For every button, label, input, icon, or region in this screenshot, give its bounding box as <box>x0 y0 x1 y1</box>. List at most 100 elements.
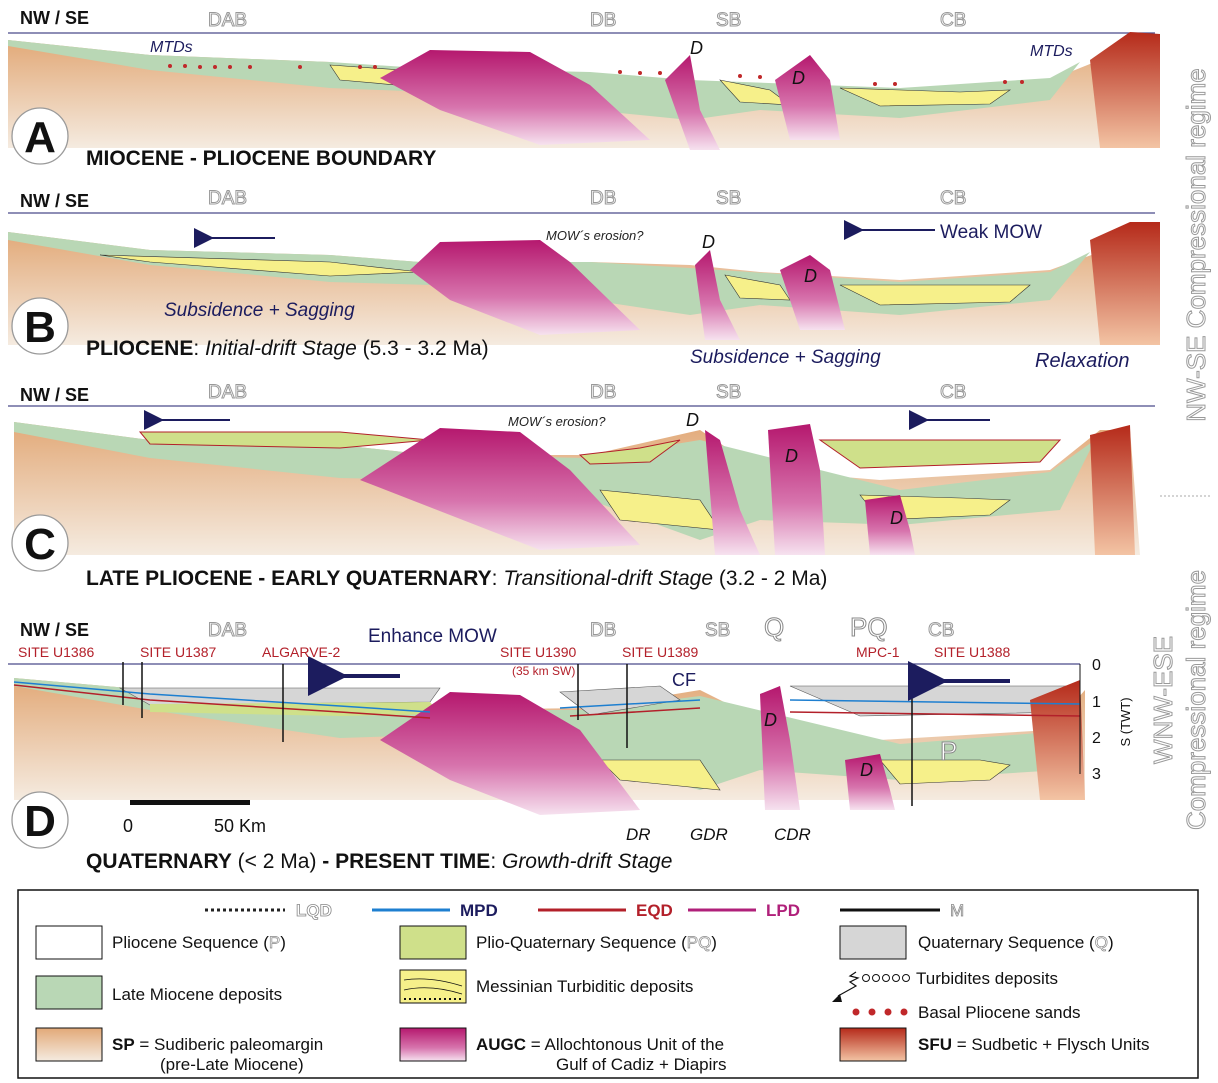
site-label: SITE U1388 <box>934 644 1010 660</box>
diapir-label: D <box>785 446 798 466</box>
diapir-label: D <box>702 232 715 252</box>
legend-label-pq: Plio-Quaternary Sequence (PQ) <box>476 933 717 952</box>
subsidence-label: Subsidence + Sagging <box>164 300 355 321</box>
basin-label-dab: DAB <box>208 10 247 31</box>
panel-c: C NW / SE DAB DB SB CB MOW´s erosion? D … <box>8 382 1155 590</box>
panel-title: LATE PLIOCENE - EARLY QUATERNARY: Transi… <box>86 567 827 590</box>
diapir <box>705 430 760 555</box>
basin-label-db: DB <box>590 620 616 641</box>
site-label: SITE U1386 <box>18 644 94 660</box>
diapir <box>768 424 825 555</box>
orientation-label: NW / SE <box>20 385 89 405</box>
diapir-label: D <box>890 508 903 528</box>
diapir <box>760 686 800 810</box>
turbidite-circles-icon <box>862 974 910 982</box>
panel-letter: D <box>24 797 56 846</box>
panel-letter-badge <box>11 107 69 165</box>
legend-label-quaternary: Quaternary Sequence (Q) <box>918 933 1114 952</box>
legend-line-label: M <box>950 901 964 920</box>
diapir <box>775 55 840 140</box>
legend-swatch-quaternary <box>839 925 907 960</box>
mpd-horizon <box>13 681 1081 713</box>
basin-label-db: DB <box>590 10 616 31</box>
basin-label-cb: CB <box>928 620 954 641</box>
basin-label-sb: SB <box>716 382 741 403</box>
legend-swatch-late-miocene <box>35 975 103 1010</box>
legend-line-label: MPD <box>460 901 498 920</box>
cf-label: CF <box>672 670 696 690</box>
weak-mow-label: Weak MOW <box>940 222 1042 243</box>
basal-sands <box>168 64 1024 86</box>
messinian-deposit <box>99 254 421 277</box>
subsidence-label: Subsidence + Sagging <box>690 347 881 368</box>
legend-swatch-sp <box>35 1027 103 1062</box>
scale-fifty: 50 Km <box>214 816 266 836</box>
legend-swatch-pq <box>399 925 467 960</box>
legend-label-basal-sands: Basal Pliocene sands <box>918 1003 1081 1022</box>
sequence-label-p: P <box>940 736 957 766</box>
ridge-label: CDR <box>774 825 811 844</box>
regime-label-bottom-2: Compressional regime <box>1181 570 1211 830</box>
site-note: (35 km SW) <box>512 664 575 678</box>
basin-label-db: DB <box>590 188 616 209</box>
ridge-label: DR <box>626 825 651 844</box>
basin-label-dab: DAB <box>208 382 247 403</box>
basin-label-cb: CB <box>940 188 966 209</box>
ridge-label: GDR <box>690 825 728 844</box>
legend-swatch-sfu <box>839 1027 907 1062</box>
eqd-horizon <box>13 684 1081 719</box>
legend-label-sp-2: (pre-Late Miocene) <box>160 1055 304 1074</box>
panel-letter: B <box>24 303 56 352</box>
site-label: SITE U1387 <box>140 644 216 660</box>
messinian-deposit <box>839 284 1031 306</box>
panel-title: MIOCENE - PLIOCENE BOUNDARY <box>86 147 436 170</box>
legend-line-label: LPD <box>766 901 800 920</box>
messinian-deposit <box>599 759 721 791</box>
legend-label-augc: AUGC = Allochtonous Unit of the <box>476 1035 724 1054</box>
sfu-body <box>1090 425 1135 555</box>
mtds-label: MTDs <box>150 39 193 56</box>
augc-body <box>410 240 640 335</box>
twt-axis-title: S (TWT) <box>1118 697 1133 746</box>
panel-letter-badge <box>11 791 69 849</box>
turbidite-arrowhead-icon <box>832 994 842 1002</box>
site-label: ALGARVE-2 <box>262 644 341 660</box>
basal-sands-dots-icon <box>852 1008 908 1016</box>
sequence-label-q: Q <box>764 612 784 642</box>
mow-erosion-label: MOW´s erosion? <box>508 414 606 429</box>
panel-letter-badge <box>11 297 69 355</box>
panel-a: A NW / SE DAB DB SB CB MTDs MTDs D D MIO… <box>8 8 1160 170</box>
orientation-label: NW / SE <box>20 620 89 640</box>
site-label: SITE U1389 <box>622 644 698 660</box>
legend: LQD MPD EQD LPD M Pliocene Sequence (P) … <box>17 889 1199 1079</box>
diapir <box>845 754 895 810</box>
basin-label-dab: DAB <box>208 620 247 641</box>
diapir <box>665 55 720 150</box>
scale-zero: 0 <box>123 816 133 836</box>
panel-letter: A <box>24 113 56 162</box>
diapir-label: D <box>860 760 873 780</box>
sfu-body <box>1090 222 1160 345</box>
relaxation-label: Relaxation <box>1035 350 1130 372</box>
augc-body <box>380 692 640 815</box>
legend-swatch-messinian <box>399 969 467 1004</box>
panel-title: QUATERNARY (< 2 Ma) - PRESENT TIME: Grow… <box>86 850 672 873</box>
plio-quaternary-layer <box>578 439 681 465</box>
legend-label-pliocene: Pliocene Sequence (P) <box>112 933 286 952</box>
basin-label-sb: SB <box>716 10 741 31</box>
plio-quaternary-layer <box>138 431 431 449</box>
site-label: SITE U1390 <box>500 644 576 660</box>
sfu-body <box>1090 32 1160 148</box>
twt-axis: 0 1 2 3 S (TWT) <box>1079 657 1133 783</box>
basin-label-cb: CB <box>940 10 966 31</box>
regime-label-bottom-1: WNW-ESE <box>1148 636 1178 764</box>
turbidite-arrow-icon <box>837 971 860 997</box>
basin-label-db: DB <box>590 382 616 403</box>
scale-bar <box>130 800 250 805</box>
diapir-label: D <box>804 266 817 286</box>
twt-tick: 1 <box>1092 694 1101 711</box>
diapir-label: D <box>764 710 777 730</box>
orientation-label: NW / SE <box>20 191 89 211</box>
diapir-label: D <box>686 410 699 430</box>
